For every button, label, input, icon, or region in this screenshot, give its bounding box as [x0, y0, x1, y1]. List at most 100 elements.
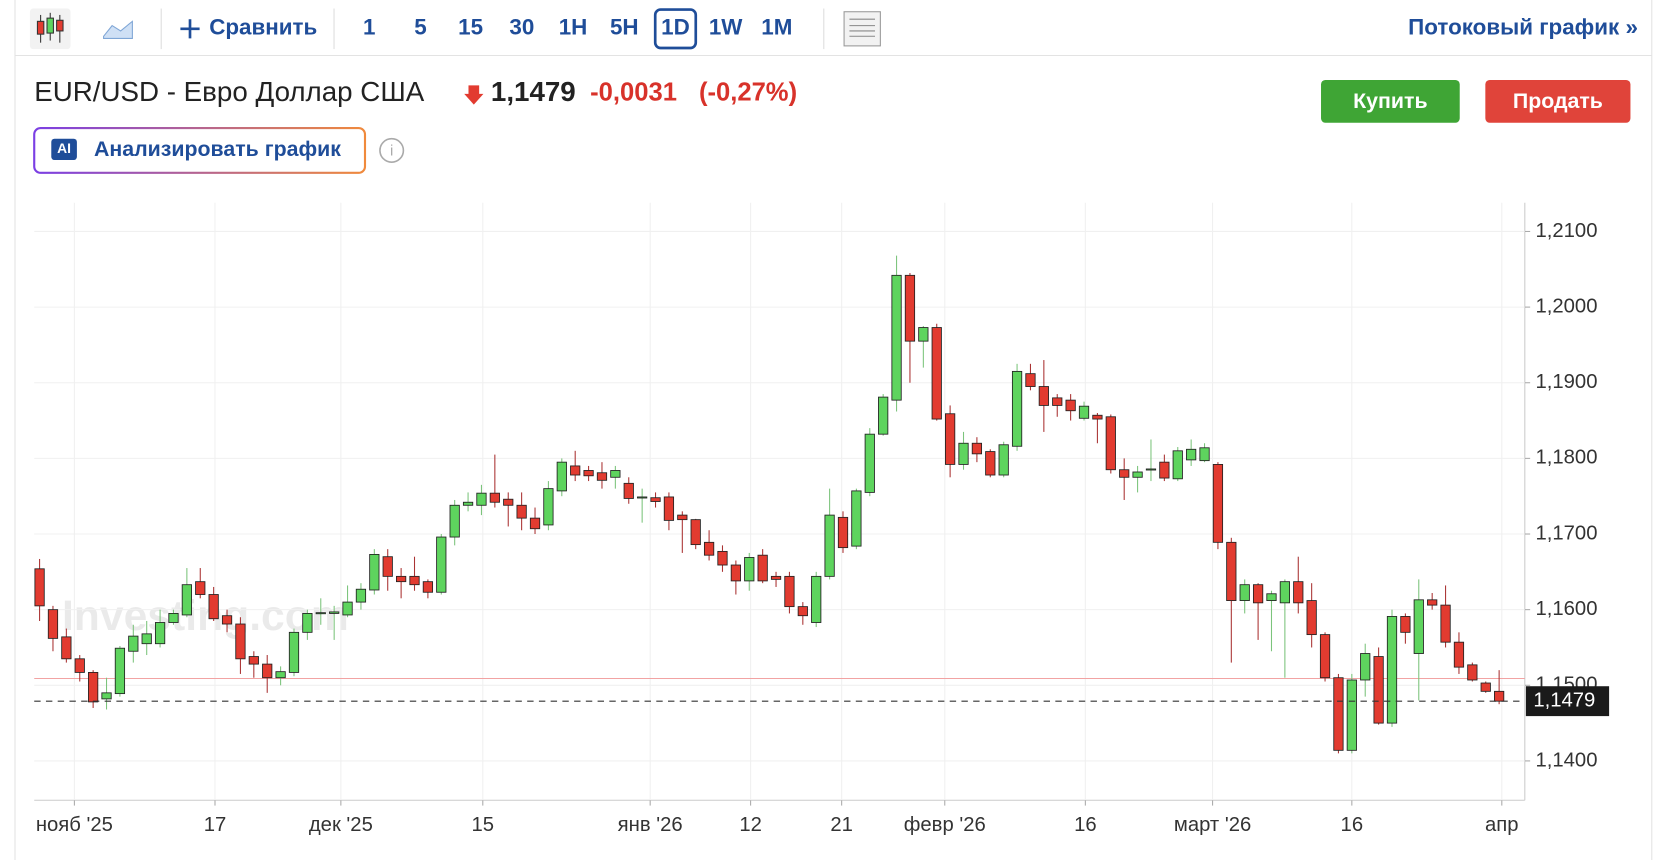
x-tick-label: апр — [1485, 814, 1519, 836]
candle-body — [168, 613, 179, 623]
x-tick-label: март '26 — [1174, 814, 1251, 836]
candle-body — [797, 606, 808, 617]
candle-body — [1306, 600, 1317, 636]
candle-body — [1360, 653, 1371, 681]
candle-body — [235, 623, 246, 660]
svg-text:i: i — [390, 142, 393, 159]
info-icon[interactable]: i — [379, 137, 405, 163]
candle-body — [409, 575, 420, 586]
sell-button[interactable] — [1485, 80, 1631, 123]
candle-body — [195, 581, 206, 595]
candle-body — [302, 613, 313, 633]
candle-body — [985, 451, 996, 476]
analyze-button[interactable] — [33, 126, 367, 174]
candle-body — [1252, 584, 1264, 604]
candle-body — [1440, 604, 1451, 643]
buy-button[interactable] — [1321, 80, 1460, 123]
candle-body — [262, 663, 273, 679]
candle-body — [971, 442, 983, 455]
ai-icon — [51, 138, 77, 161]
candle-body — [637, 496, 648, 499]
candle-body — [570, 465, 581, 476]
candle-body — [288, 631, 300, 673]
candle-body — [1065, 399, 1076, 412]
candle-body — [47, 609, 59, 639]
candle-body — [315, 612, 326, 615]
candle-body — [610, 470, 621, 478]
candle-body — [1092, 414, 1103, 420]
y-tick-label: 1,1700 — [1535, 522, 1597, 544]
buy-label[interactable]: Купить — [1353, 89, 1427, 113]
interval-button[interactable]: 5 — [414, 15, 426, 40]
interval-button[interactable]: 1D — [661, 15, 690, 40]
compare-button[interactable]: Сравнить — [209, 15, 317, 40]
candle-body — [784, 575, 795, 608]
candle-body — [476, 492, 487, 506]
x-tick-label: 15 — [472, 814, 495, 836]
candle-body — [275, 671, 286, 679]
candle-body — [355, 588, 367, 603]
candle-body — [1494, 690, 1505, 702]
candle-body — [503, 498, 514, 506]
candle-body — [449, 504, 460, 538]
candle-body — [1266, 593, 1277, 601]
candle-body — [1480, 682, 1491, 692]
candle-body — [744, 557, 755, 582]
candle-body — [623, 482, 634, 499]
candle-body — [248, 656, 259, 665]
interval-button[interactable]: 1W — [709, 15, 743, 40]
candle-body — [1373, 656, 1384, 724]
y-tick-label: 1,1900 — [1535, 371, 1597, 393]
candle-body — [422, 581, 434, 593]
layout-icon[interactable] — [843, 11, 881, 47]
candle-body — [543, 488, 554, 526]
analyze-label[interactable]: Анализировать график — [94, 137, 341, 161]
y-tick-label: 1,1400 — [1535, 749, 1597, 771]
candle-body — [1078, 405, 1090, 419]
candle-body — [851, 490, 862, 547]
candle-body — [1011, 370, 1023, 447]
candle-body — [369, 554, 380, 591]
candle-body — [717, 550, 728, 566]
candle-body — [516, 504, 527, 519]
candle-body — [529, 517, 541, 530]
interval-button[interactable]: 30 — [509, 15, 534, 40]
candle-body — [462, 501, 474, 506]
candle-body — [141, 633, 152, 645]
candle-body — [1105, 416, 1116, 471]
candle-body — [677, 514, 688, 521]
candle-body — [878, 396, 889, 435]
x-tick-label: февр '26 — [904, 814, 986, 836]
plus-icon[interactable] — [180, 19, 200, 39]
candle-icon[interactable] — [29, 8, 71, 50]
candle-body — [1172, 450, 1183, 480]
candle-body — [650, 497, 661, 502]
candle-body — [931, 327, 942, 420]
candle-body — [1427, 599, 1438, 606]
candle-body — [904, 274, 916, 342]
candle-body — [1239, 584, 1250, 601]
sell-label[interactable]: Продать — [1513, 89, 1603, 113]
interval-button[interactable]: 1 — [363, 15, 375, 40]
interval-button[interactable]: 1H — [559, 15, 588, 40]
candle-body — [1467, 664, 1478, 681]
x-tick-label: нояб '25 — [36, 814, 113, 836]
watermark: Investing.com — [62, 592, 349, 640]
streaming-link[interactable]: Потоковый график » — [1408, 15, 1638, 40]
candle-body — [396, 575, 407, 583]
x-tick-label: 16 — [1341, 814, 1364, 836]
area-icon[interactable] — [103, 20, 133, 39]
interval-button[interactable]: 15 — [458, 15, 483, 40]
candle-body — [34, 568, 45, 607]
candle-body — [1052, 397, 1063, 406]
candle-body — [1346, 679, 1357, 751]
x-tick-label: 17 — [204, 814, 227, 836]
candle-body — [208, 594, 219, 620]
y-tick-label: 1,2000 — [1535, 295, 1597, 317]
x-tick-label: 21 — [830, 814, 853, 836]
interval-button[interactable]: 1M — [761, 15, 792, 40]
candle-body — [811, 575, 822, 623]
candle-body — [945, 413, 956, 465]
interval-button[interactable]: 5H — [610, 15, 639, 40]
